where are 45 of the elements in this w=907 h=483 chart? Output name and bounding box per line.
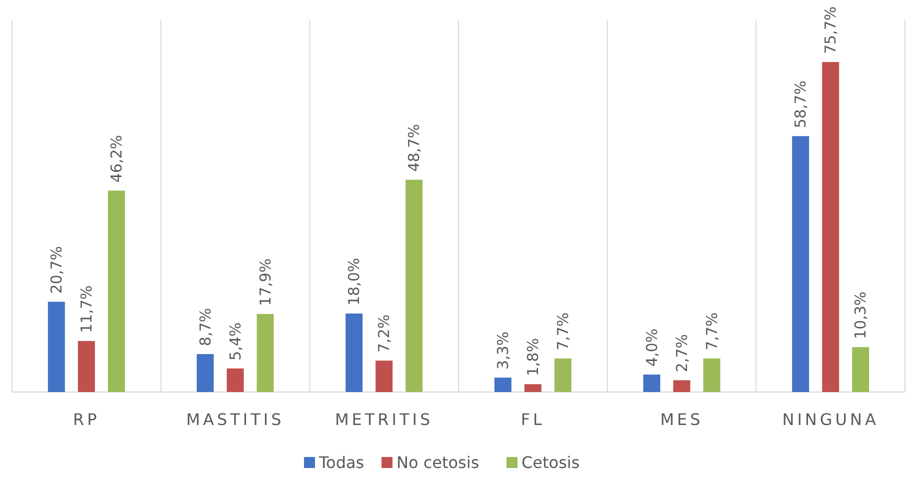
bar <box>406 180 423 392</box>
bar <box>376 360 393 392</box>
bar <box>108 190 125 392</box>
data-label: 3,3% <box>494 332 512 370</box>
bar <box>494 378 512 392</box>
data-label: 48,7% <box>405 124 424 172</box>
data-label: 75,7% <box>822 6 840 54</box>
bar <box>643 374 660 392</box>
data-label: 10,3% <box>852 291 870 340</box>
data-label: 46,2% <box>107 134 126 183</box>
bar <box>673 380 690 392</box>
x-tick-label: MES <box>660 410 704 429</box>
bar <box>196 354 214 392</box>
x-tick-label: FL <box>520 410 545 429</box>
x-tick-label: MASTITIS <box>186 410 284 429</box>
bar <box>346 314 363 392</box>
bar <box>78 340 95 392</box>
bar <box>524 384 542 392</box>
x-tick-label: NINGUNA <box>782 410 879 429</box>
legend-label: Todas <box>318 453 364 472</box>
data-label: 5,4% <box>226 322 244 360</box>
data-label: 58,7% <box>792 80 810 128</box>
data-label: 7,7% <box>554 312 572 350</box>
bar <box>822 62 840 392</box>
bar <box>852 347 870 392</box>
data-label: 11,7% <box>77 285 96 333</box>
data-label: 4,0% <box>642 328 661 367</box>
legend-label: No cetosis <box>396 453 480 472</box>
data-label: 2,7% <box>672 334 691 372</box>
data-label: 1,8% <box>524 338 542 376</box>
bar <box>226 368 244 392</box>
data-label: 8,7% <box>196 308 214 346</box>
bar <box>792 136 810 392</box>
data-label: 7,7% <box>702 312 721 350</box>
bar <box>256 314 274 392</box>
data-label: 18,0% <box>345 258 364 306</box>
data-label: 7,2% <box>375 314 394 353</box>
data-label: 17,9% <box>256 258 274 306</box>
data-label: 20,7% <box>47 246 66 294</box>
bar <box>554 358 572 392</box>
bar <box>48 302 65 392</box>
bar <box>703 358 720 392</box>
x-tick-label: METRITIS <box>334 410 434 429</box>
legend-label: Cetosis <box>522 453 580 472</box>
x-tick-label: RP <box>73 410 100 429</box>
